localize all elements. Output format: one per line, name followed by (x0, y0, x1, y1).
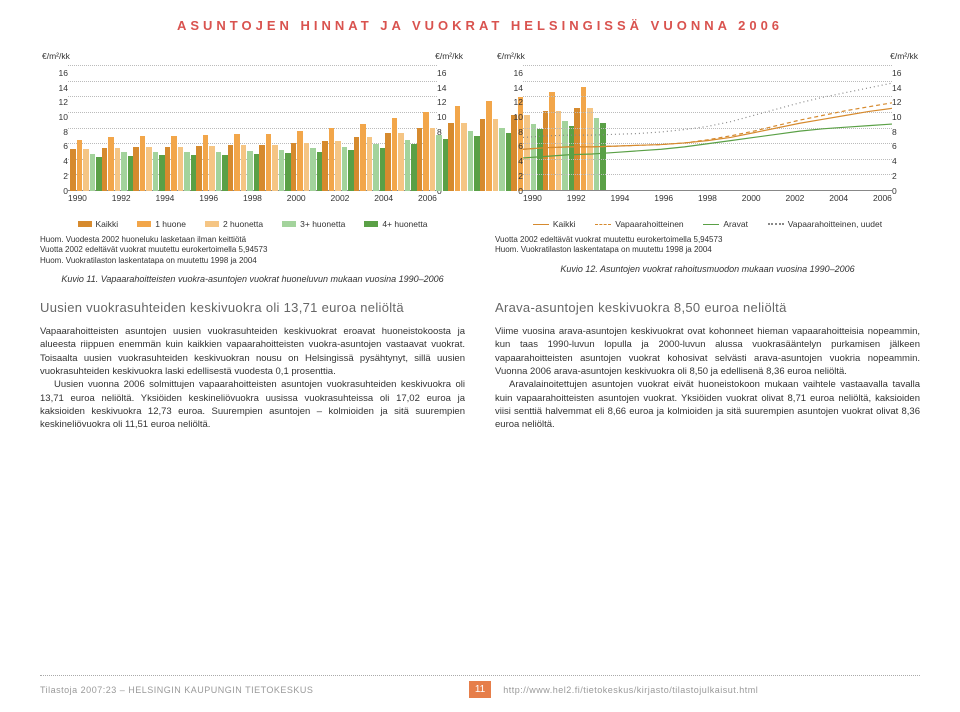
bar (423, 112, 429, 191)
bar (297, 131, 303, 191)
legend-item: Kaikki (533, 219, 576, 229)
y-label-right: €/m²/kk (435, 51, 463, 61)
chart-11: €/m²/kk €/m²/kk 1614121086420 1614121086… (40, 51, 465, 284)
bar (209, 146, 215, 191)
bar (140, 136, 146, 191)
page-number: 11 (469, 681, 491, 698)
page-footer: Tilastoja 2007:23 – HELSINGIN KAUPUNGIN … (40, 681, 920, 698)
bar (133, 147, 139, 191)
legend-item: Aravat (703, 219, 748, 229)
bar (146, 147, 152, 191)
bar (405, 140, 411, 191)
bar (216, 152, 222, 191)
bar (247, 151, 253, 191)
bar (121, 152, 127, 191)
bar (480, 119, 486, 191)
section-right-body: Viime vuosina arava-asuntojen keskivuokr… (495, 325, 920, 431)
bar (70, 149, 76, 191)
chart-12-notes: Vuotta 2002 edeltävät vuokrat muutettu e… (495, 235, 920, 256)
footer-right: http://www.hel2.fi/tietokeskus/kirjasto/… (503, 685, 920, 695)
bar (178, 147, 184, 191)
bar (171, 136, 177, 191)
bar (279, 150, 285, 191)
bar (455, 106, 461, 191)
bar (329, 128, 335, 191)
bar (90, 154, 96, 191)
bar (165, 147, 171, 191)
chart-12: €/m²/kk €/m²/kk 1614121086420 1614121086… (495, 51, 920, 284)
bar (373, 144, 379, 191)
y-label-right: €/m²/kk (890, 51, 918, 61)
bar (228, 145, 234, 191)
bar (342, 147, 348, 191)
legend-item: Vapaarahoitteinen (595, 219, 683, 229)
bar (430, 128, 436, 191)
legend-item: 3+ huonetta (282, 219, 345, 229)
bar (83, 149, 89, 191)
bar (291, 143, 297, 191)
bar (234, 134, 240, 191)
chart-line (523, 108, 892, 149)
legend-item: 1 huone (137, 219, 186, 229)
footer-left: Tilastoja 2007:23 – HELSINGIN KAUPUNGIN … (40, 685, 457, 695)
legend-item: 4+ huonetta (364, 219, 427, 229)
bar (367, 137, 373, 191)
bar (448, 123, 454, 191)
section-left-heading: Uusien vuokrasuhteiden keskivuokra oli 1… (40, 300, 465, 315)
bar (266, 134, 272, 191)
bar (335, 141, 341, 191)
footer-rule (40, 675, 920, 676)
bar (398, 133, 404, 191)
bar (115, 148, 121, 191)
bar (272, 145, 278, 191)
legend-item: Kaikki (78, 219, 119, 229)
bar (304, 143, 310, 191)
bar (486, 101, 492, 191)
bar (354, 137, 360, 191)
y-label-left: €/m²/kk (42, 51, 70, 61)
legend-item: Vapaarahoitteinen, uudet (768, 219, 882, 229)
bar (108, 137, 114, 191)
chart-line (523, 83, 892, 137)
bar (259, 145, 265, 191)
bar (77, 140, 83, 191)
bar (461, 123, 467, 191)
y-label-left: €/m²/kk (497, 51, 525, 61)
bar (322, 141, 328, 191)
bar (241, 145, 247, 191)
bar (385, 133, 391, 191)
page-title: ASUNTOJEN HINNAT JA VUOKRAT HELSINGISSÄ … (40, 18, 920, 33)
chart-12-caption: Kuvio 12. Asuntojen vuokrat rahoitusmuod… (495, 264, 920, 274)
legend-item: 2 huonetta (205, 219, 263, 229)
bar (417, 128, 423, 191)
section-right-heading: Arava-asuntojen keskivuokra 8,50 euroa n… (495, 300, 920, 315)
bar (102, 148, 108, 191)
chart-line (523, 103, 892, 149)
bar (436, 135, 442, 191)
section-left-body: Vapaarahoitteisten asuntojen uusien vuok… (40, 325, 465, 431)
chart-11-caption: Kuvio 11. Vapaarahoitteisten vuokra-asun… (40, 274, 465, 284)
bar (468, 131, 474, 191)
bar (203, 135, 209, 191)
bar (184, 152, 190, 191)
chart-11-notes: Huom. Vuodesta 2002 huoneluku lasketaan … (40, 235, 465, 266)
bar (196, 146, 202, 191)
bar (310, 148, 316, 191)
bar (392, 118, 398, 191)
bar (360, 124, 366, 191)
bar (153, 152, 159, 191)
